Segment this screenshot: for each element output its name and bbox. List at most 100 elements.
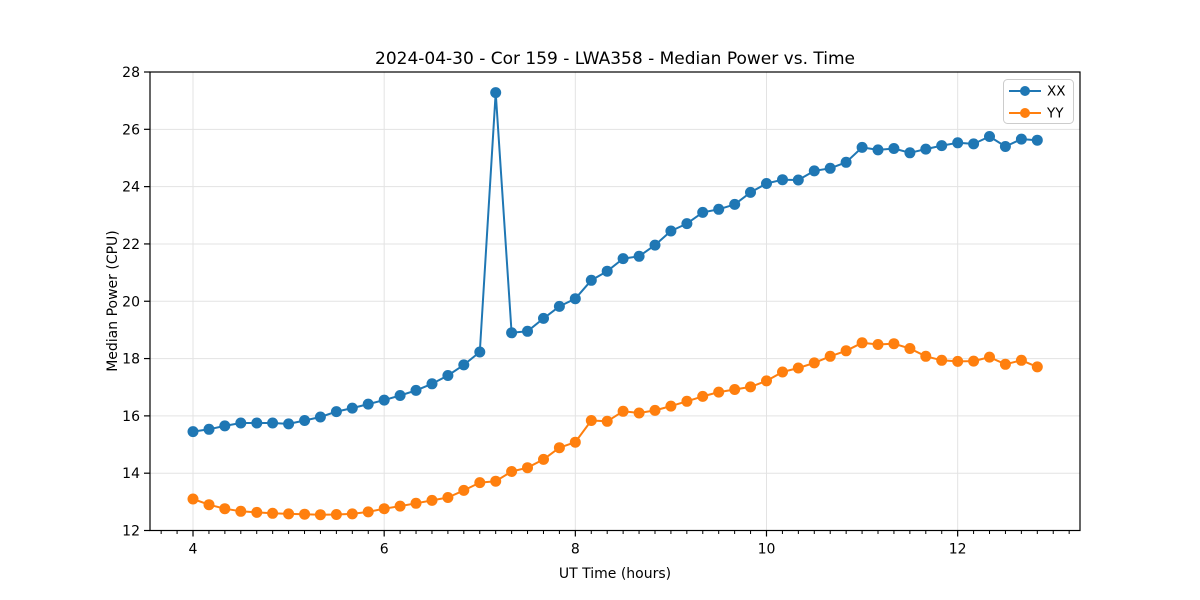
data-point-xx <box>378 394 390 406</box>
data-point-yy <box>458 484 470 496</box>
data-point-yy <box>1015 354 1027 366</box>
data-point-xx <box>569 293 581 305</box>
data-point-xx <box>1031 134 1043 146</box>
data-point-xx <box>585 274 597 286</box>
data-point-xx <box>203 423 215 435</box>
data-point-xx <box>904 147 916 159</box>
legend-marker-xx <box>1020 86 1030 96</box>
data-point-yy <box>283 508 295 520</box>
data-point-yy <box>681 395 693 407</box>
data-point-yy <box>569 436 581 448</box>
data-point-yy <box>745 381 756 393</box>
data-point-xx <box>984 131 995 142</box>
data-point-xx <box>840 156 852 168</box>
data-point-yy <box>553 442 565 454</box>
data-point-xx <box>283 418 295 430</box>
data-point-xx <box>697 206 709 218</box>
data-point-xx <box>410 384 422 396</box>
data-point-yy <box>299 508 311 520</box>
data-point-xx <box>362 398 374 410</box>
data-point-yy <box>442 492 454 503</box>
data-point-xx <box>936 140 948 152</box>
legend: XX YY <box>1003 79 1074 124</box>
data-point-yy <box>330 509 342 520</box>
data-point-xx <box>522 325 533 337</box>
data-point-yy <box>378 503 390 515</box>
data-point-yy <box>729 384 741 395</box>
data-point-yy <box>665 400 677 412</box>
y-tick-label: 14 <box>122 466 140 482</box>
data-point-xx <box>761 178 772 189</box>
data-point-yy <box>920 350 932 362</box>
data-point-yy <box>601 415 613 427</box>
data-point-xx <box>713 203 725 215</box>
y-axis-label: Median Power (CPU) <box>105 230 121 372</box>
data-point-xx <box>458 359 470 371</box>
x-tick-label: 10 <box>758 542 776 558</box>
data-point-yy <box>840 345 852 357</box>
data-point-xx <box>187 426 199 438</box>
legend-entry-yy: YY <box>1009 106 1064 122</box>
data-point-xx <box>506 327 518 339</box>
data-point-xx <box>538 312 549 324</box>
data-point-xx <box>1015 133 1027 145</box>
data-point-xx <box>649 239 661 251</box>
data-point-xx <box>442 370 454 381</box>
data-point-xx <box>729 198 741 210</box>
data-point-xx <box>299 415 311 426</box>
data-point-xx <box>745 186 756 198</box>
x-axis-label: UT Time (hours) <box>559 566 671 582</box>
data-point-xx <box>665 225 677 237</box>
data-point-xx <box>314 411 326 423</box>
data-point-yy <box>474 477 486 489</box>
data-point-xx <box>219 420 231 432</box>
data-point-xx <box>633 250 645 262</box>
data-point-xx <box>968 138 980 150</box>
y-tick-label: 18 <box>122 352 140 368</box>
data-series <box>187 87 1043 521</box>
data-point-yy <box>203 499 215 511</box>
x-tick-label: 8 <box>571 542 580 558</box>
chart-title: 2024-04-30 - Cor 159 - LWA358 - Median P… <box>375 49 855 69</box>
data-point-yy <box>267 507 279 519</box>
y-tick-label: 12 <box>122 524 140 540</box>
data-point-xx <box>777 174 788 186</box>
data-point-yy <box>235 505 247 517</box>
data-point-xx <box>601 265 613 277</box>
data-point-xx <box>888 143 900 154</box>
data-point-yy <box>506 466 518 477</box>
data-point-yy <box>952 355 964 367</box>
data-point-xx <box>856 141 868 153</box>
x-tick-label: 12 <box>949 542 967 558</box>
y-tick-label: 22 <box>122 237 140 253</box>
data-point-xx <box>394 390 406 401</box>
data-point-xx <box>426 378 438 390</box>
data-point-xx <box>330 406 342 418</box>
x-tick-label: 6 <box>380 542 389 558</box>
y-tick-label: 20 <box>122 294 140 310</box>
data-point-yy <box>824 350 836 362</box>
data-point-yy <box>1031 361 1043 373</box>
y-tick-label: 26 <box>122 122 140 138</box>
data-point-yy <box>187 493 199 505</box>
x-tick-label: 4 <box>189 542 198 558</box>
axis-tick-labels: 4 6 8 10 12 12 14 16 18 20 22 24 26 28 <box>122 65 966 558</box>
data-point-xx <box>792 174 804 186</box>
data-point-yy <box>346 508 358 520</box>
data-point-yy <box>968 355 980 367</box>
plot-border <box>149 71 1081 532</box>
data-point-yy <box>251 506 263 518</box>
data-point-xx <box>617 253 629 265</box>
data-point-yy <box>808 357 820 369</box>
y-tick-label: 24 <box>122 180 140 196</box>
data-point-yy <box>936 354 948 366</box>
data-point-yy <box>984 351 995 363</box>
legend-marker-yy <box>1020 108 1030 118</box>
y-tick-label: 16 <box>122 409 140 425</box>
data-point-yy <box>777 366 788 378</box>
data-point-yy <box>410 497 422 509</box>
data-point-xx <box>999 141 1011 152</box>
data-point-xx <box>952 137 964 149</box>
